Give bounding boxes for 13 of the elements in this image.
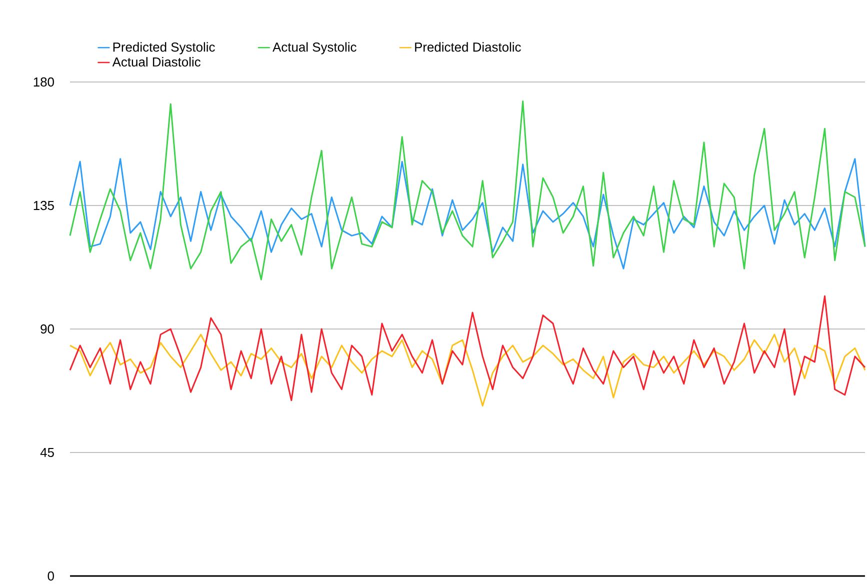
legend-label: Predicted Diastolic — [415, 42, 521, 52]
legend-label: Actual Diastolic — [112, 57, 200, 67]
line-series — [69, 100, 866, 280]
legend-label: Predicted Systolic — [113, 42, 215, 54]
y-tick-label: 0 — [48, 571, 54, 581]
y-tick-label: 180 — [34, 77, 54, 87]
line-series — [69, 334, 866, 407]
line-series — [69, 158, 866, 270]
y-tick-label: 45 — [40, 448, 54, 458]
line-series — [69, 295, 866, 402]
y-tick-label: 135 — [34, 200, 54, 210]
y-tick-label: 90 — [40, 324, 54, 334]
legend-label: Actual Systolic — [272, 42, 356, 54]
